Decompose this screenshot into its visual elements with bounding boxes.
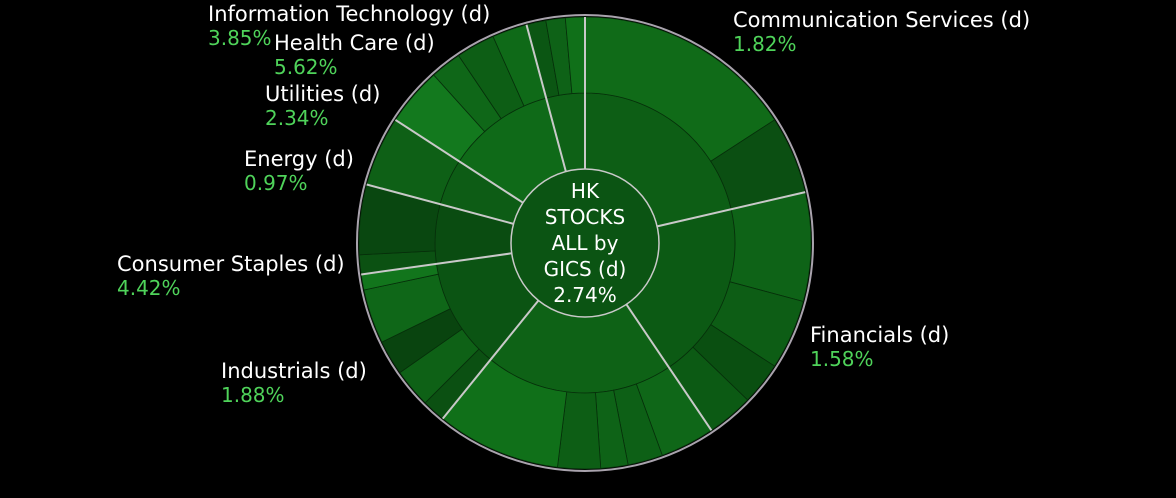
sector-name: Financials (d) <box>810 323 950 347</box>
sector-name: Utilities (d) <box>265 82 381 106</box>
center-label: HK STOCKS ALL by GICS (d) 2.74% <box>520 178 650 308</box>
label-utilities[interactable]: Utilities (d) 2.34% <box>265 82 380 130</box>
sector-change: 1.88% <box>221 383 285 407</box>
separator-energy <box>361 252 512 276</box>
sector-change: 4.42% <box>117 276 181 300</box>
label-information-technology[interactable]: Information Technology (d) 3.85% <box>208 2 490 50</box>
sector-change: 2.34% <box>265 106 329 130</box>
sector-change: 3.85% <box>208 26 272 50</box>
separator-health_care <box>394 119 524 204</box>
sector-name: Information Technology (d) <box>208 2 491 26</box>
center-line-2: STOCKS <box>544 205 626 229</box>
sector-name: Energy (d) <box>244 147 354 171</box>
center-line-1: HK <box>570 179 600 203</box>
separator-consumer_staples <box>441 299 540 420</box>
sector-change: 1.58% <box>810 347 874 371</box>
label-financials[interactable]: Financials (d) 1.58% <box>810 323 949 371</box>
sector-name: Communication Services (d) <box>733 8 1031 32</box>
center-change: 2.74% <box>553 283 617 307</box>
separator-utilities <box>366 183 514 225</box>
label-health-care[interactable]: Health Care (d) 5.62% <box>274 31 435 79</box>
center-disc <box>510 168 660 318</box>
label-communication-services[interactable]: Communication Services (d) 1.82% <box>733 8 1030 56</box>
sector-change: 5.62% <box>274 55 338 79</box>
sector-name: Consumer Staples (d) <box>117 252 345 276</box>
center-line-4: GICS (d) <box>543 257 627 281</box>
label-industrials[interactable]: Industrials (d) 1.88% <box>221 359 367 407</box>
separator-financials <box>656 191 806 228</box>
center-line-3: ALL by <box>551 231 619 255</box>
separator-information_technology <box>525 24 567 172</box>
sector-name: Industrials (d) <box>221 359 367 383</box>
sector-name: Health Care (d) <box>274 31 435 55</box>
sector-change: 1.82% <box>733 32 797 56</box>
label-energy[interactable]: Energy (d) 0.97% <box>244 147 354 195</box>
outer-ring <box>356 14 814 472</box>
sector-change: 0.97% <box>244 171 308 195</box>
label-consumer-staples[interactable]: Consumer Staples (d) 4.42% <box>117 252 345 300</box>
separator-industrials <box>625 303 713 431</box>
